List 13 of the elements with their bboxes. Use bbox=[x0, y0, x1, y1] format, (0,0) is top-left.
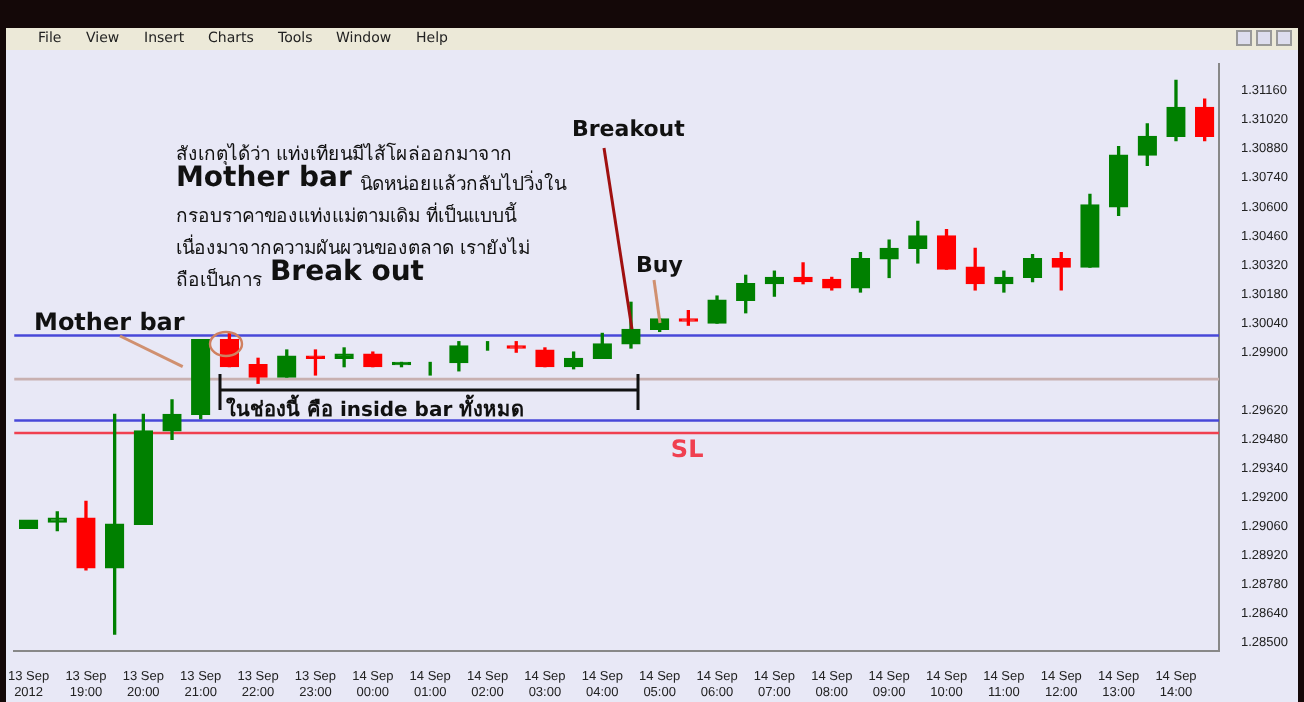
annotation: Buy bbox=[636, 252, 683, 278]
candlestick bbox=[18, 519, 39, 530]
annotation: Break out bbox=[270, 256, 424, 288]
annotation: Mother bar bbox=[176, 162, 352, 194]
annotation: Breakout bbox=[572, 116, 685, 142]
annotation: สังเกตุได้ว่า แท่งเทียนมีไส้โผล่ออกมาจาก bbox=[176, 140, 513, 166]
annotation: นิดหน่อยแล้วกลับไปวิ่งใน bbox=[360, 168, 566, 198]
annotation: กรอบราคาของแท่งแม่ตามเดิม ที่เป็นแบบนี้ bbox=[176, 200, 517, 230]
annotation: เนื่องมาจากความผันผวนของตลาด เรายังไม่ bbox=[176, 232, 531, 260]
annotation: ในช่องนี้ คือ inside bar ทั้งหมด bbox=[226, 394, 524, 424]
ref-line-label: SL bbox=[670, 435, 705, 464]
annotation: Mother bar bbox=[34, 308, 185, 336]
annotation: ถือเป็นการ bbox=[176, 266, 262, 294]
